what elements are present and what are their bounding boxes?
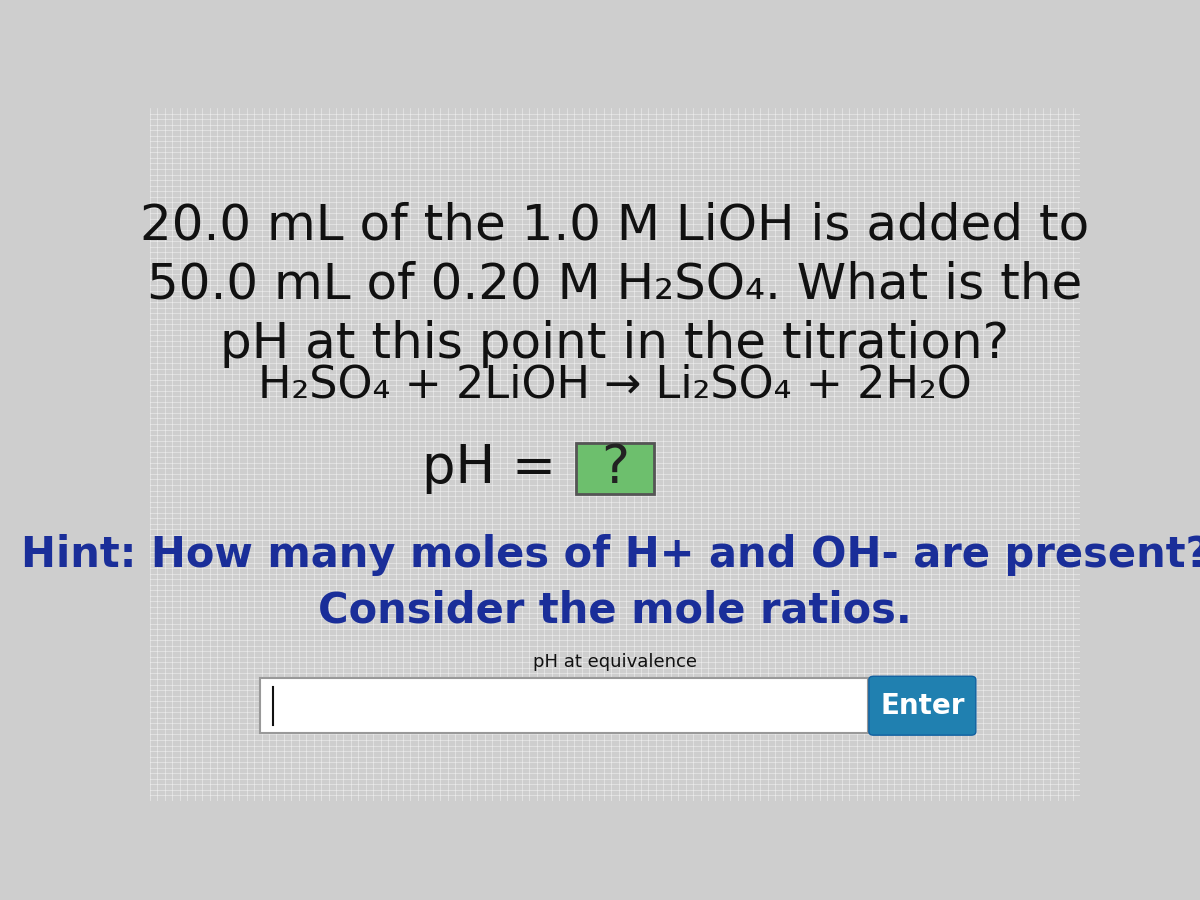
Text: Consider the mole ratios.: Consider the mole ratios. bbox=[318, 590, 912, 632]
Text: 20.0 mL of the 1.0 M LiOH is added to: 20.0 mL of the 1.0 M LiOH is added to bbox=[140, 202, 1090, 250]
Text: H₂SO₄ + 2LiOH → Li₂SO₄ + 2H₂O: H₂SO₄ + 2LiOH → Li₂SO₄ + 2H₂O bbox=[258, 364, 972, 407]
Text: 50.0 mL of 0.20 M H₂SO₄. What is the: 50.0 mL of 0.20 M H₂SO₄. What is the bbox=[148, 261, 1082, 309]
Text: pH at equivalence: pH at equivalence bbox=[533, 653, 697, 671]
FancyBboxPatch shape bbox=[259, 679, 868, 734]
Text: pH at this point in the titration?: pH at this point in the titration? bbox=[221, 320, 1009, 367]
Text: pH =: pH = bbox=[422, 443, 574, 494]
FancyBboxPatch shape bbox=[869, 676, 976, 735]
FancyBboxPatch shape bbox=[576, 443, 654, 494]
Text: Enter: Enter bbox=[880, 692, 965, 720]
Text: ?: ? bbox=[601, 443, 629, 494]
Text: Hint: How many moles of H+ and OH- are present?: Hint: How many moles of H+ and OH- are p… bbox=[20, 534, 1200, 576]
